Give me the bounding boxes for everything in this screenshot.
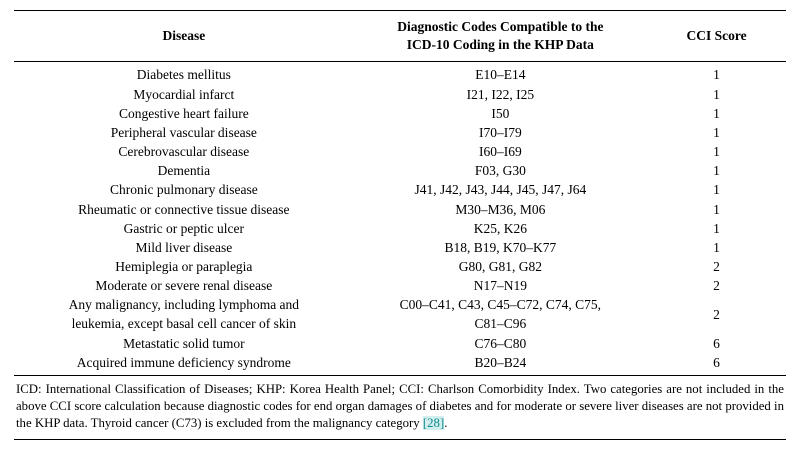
header-row: Disease Diagnostic Codes Compatible to t… [14,11,786,62]
table-row: Congestive heart failure I50 1 [14,104,786,123]
disease-cell: Metastatic solid tumor [123,335,245,351]
col-header-codes: Diagnostic Codes Compatible to the ICD-1… [397,19,604,53]
score-cell: 1 [713,144,720,160]
table-row: Peripheral vascular disease I70–I79 1 [14,123,786,142]
footnote-text-after: . [444,415,448,430]
disease-cell: Gastric or peptic ulcer [123,220,244,236]
disease-cell: Diabetes mellitus [136,67,231,83]
codes-cell: G80, G81, G82 [458,259,542,274]
codes-cell: M30–M36, M06 [455,201,546,217]
disease-cell: Rheumatic or connective tissue disease [78,201,290,217]
col-header-disease: Disease [162,28,206,44]
score-cell: 1 [713,220,720,236]
score-cell: 1 [713,201,720,217]
score-cell: 1 [713,86,720,102]
score-cell: 1 [713,163,720,179]
disease-cell: Myocardial infarct [133,86,235,102]
table-row: Chronic pulmonary disease J41, J42, J43,… [14,180,786,199]
disease-cell: Cerebrovascular disease [118,144,250,160]
table-header: Disease Diagnostic Codes Compatible to t… [14,11,786,62]
score-cell: 2 [713,306,720,322]
disease-cell: Dementia [157,163,211,179]
citation-link-28[interactable]: [28] [422,415,445,430]
table-row: Mild liver disease B18, B19, K70–K77 1 [14,238,786,257]
table-row: Hemiplegia or paraplegia G80, G81, G82 2 [14,257,786,276]
col-header-cci-score: CCI Score [686,28,747,44]
codes-cell: B18, B19, K70–K77 [444,239,557,255]
codes-cell: I21, I22, I25 [466,86,535,102]
disease-cell: Chronic pulmonary disease [109,182,258,198]
score-cell: 6 [713,335,720,351]
score-cell: 1 [713,105,720,121]
codes-cell: E10–E14 [475,67,526,83]
score-cell: 2 [713,278,720,294]
cci-score-table: Disease Diagnostic Codes Compatible to t… [14,10,786,376]
codes-cell: I60–I69 [478,144,522,160]
disease-cell: Peripheral vascular disease [110,124,257,140]
table-row: Metastatic solid tumor C76–C80 6 [14,334,786,353]
table-row: Dementia F03, G30 1 [14,161,786,180]
table-row: Myocardial infarct I21, I22, I25 1 [14,85,786,104]
codes-cell: I70–I79 [478,124,522,140]
table-row: Acquired immune deficiency syndrome B20–… [14,353,786,376]
table-row: Gastric or peptic ulcer K25, K26 1 [14,219,786,238]
disease-cell: Moderate or severe renal disease [95,278,273,294]
codes-cell: B20–B24 [474,354,527,370]
codes-cell: C76–C80 [474,335,527,351]
table-body: Diabetes mellitus E10–E14 1 Myocardial i… [14,62,786,376]
score-cell: 1 [713,124,720,140]
table-row: Moderate or severe renal disease N17–N19… [14,276,786,295]
score-cell: 1 [713,182,720,198]
score-cell: 2 [713,259,720,274]
disease-cell: Hemiplegia or paraplegia [115,259,253,274]
table-row: Rheumatic or connective tissue disease M… [14,200,786,219]
codes-cell: I50 [491,105,510,121]
footnote-text: ICD: International Classification of Dis… [16,381,784,430]
codes-cell: J41, J42, J43, J44, J45, J47, J64 [414,182,587,198]
disease-cell: Congestive heart failure [118,105,249,121]
table-row: Any malignancy, including lymphoma and l… [14,295,786,333]
table-row: Cerebrovascular disease I60–I69 1 [14,142,786,161]
disease-cell: Any malignancy, including lymphoma and l… [68,297,300,332]
score-cell: 6 [713,354,720,370]
footnote: ICD: International Classification of Dis… [14,376,786,440]
score-cell: 1 [713,67,720,83]
codes-cell: F03, G30 [474,163,526,179]
disease-cell: Acquired immune deficiency syndrome [76,354,291,370]
disease-cell: Mild liver disease [135,239,233,255]
table-row: Diabetes mellitus E10–E14 1 [14,62,786,85]
codes-cell: N17–N19 [473,278,527,294]
score-cell: 1 [713,239,720,255]
codes-cell: K25, K26 [473,220,527,236]
codes-cell: C00–C41, C43, C45–C72, C74, C75, C81–C96 [399,297,602,332]
